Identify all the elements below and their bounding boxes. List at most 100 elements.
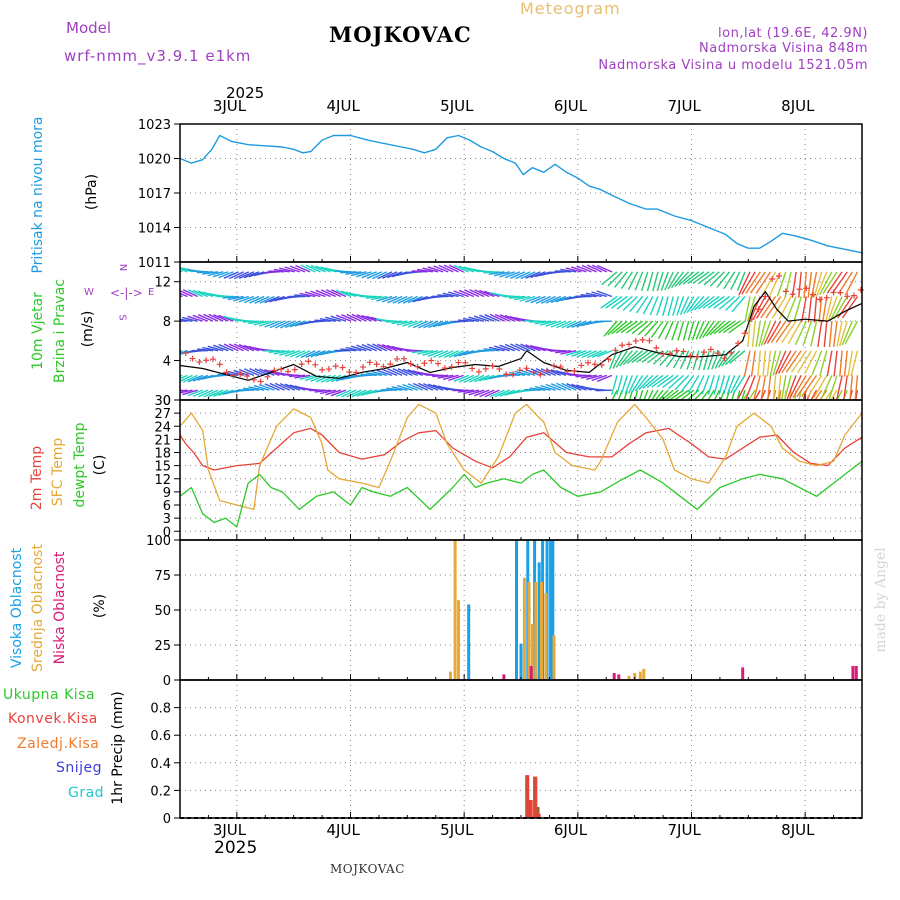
cloud-unit: (%)	[92, 593, 108, 619]
total-precip-bar	[536, 807, 540, 818]
wind-barb	[686, 350, 695, 370]
wind-barb	[831, 271, 848, 294]
wind-barb	[407, 320, 423, 328]
y-tick-label: 6	[163, 499, 171, 514]
wind-barb	[525, 271, 541, 279]
mid-cloud-bar	[522, 577, 526, 680]
credit-watermark: made by Angel	[873, 547, 889, 653]
mid-cloud-bar	[527, 582, 531, 680]
wind-barb	[661, 389, 674, 400]
wind-barb	[484, 389, 500, 398]
wind-barb	[411, 270, 428, 273]
wind-barb	[249, 367, 265, 376]
wind-barb	[504, 343, 521, 352]
wind-barb	[520, 343, 536, 352]
wind-barb	[279, 350, 295, 356]
wind-barb	[783, 375, 792, 400]
wind-barb	[626, 350, 644, 365]
wind-barb	[718, 320, 736, 334]
wind-barb	[591, 374, 608, 382]
wind-barb	[387, 368, 403, 376]
wind-barb	[668, 374, 685, 390]
wind-barb	[705, 320, 720, 337]
compass-cross: <-|->	[110, 286, 143, 300]
wind-barb	[576, 265, 592, 273]
wind-barb	[778, 296, 792, 320]
wind-barb	[833, 350, 838, 377]
wind-barb	[767, 375, 772, 400]
wind-gust-marker	[851, 292, 858, 299]
wind-barb	[397, 368, 413, 376]
wind-barb	[670, 271, 685, 289]
wind-barb	[814, 389, 823, 400]
wind-gust-marker	[305, 358, 312, 365]
wind-barb	[781, 350, 797, 373]
wind-barb	[365, 372, 382, 377]
wind-barb	[228, 343, 244, 352]
wind-barb	[381, 368, 398, 377]
wind-barb	[197, 348, 214, 352]
wind-barb	[807, 296, 813, 323]
wind-gust-marker	[612, 347, 619, 354]
wind-barb	[545, 383, 562, 391]
wind-barb	[556, 320, 572, 329]
wind-barb	[807, 271, 813, 298]
wind-barb	[545, 368, 562, 377]
wind-barb	[801, 374, 818, 398]
wind-barb	[479, 389, 495, 398]
y-tick-label: 0	[163, 394, 171, 409]
compass-south: S	[116, 314, 128, 321]
wind-barb	[350, 345, 367, 352]
wind-barb	[827, 296, 838, 322]
wind-barb	[683, 296, 695, 315]
wind-barb	[207, 345, 224, 352]
wind-barb	[800, 296, 807, 323]
wind-barb	[777, 350, 792, 374]
wind-barb	[180, 318, 193, 322]
wind-barb	[793, 296, 802, 322]
wind-barb	[197, 290, 214, 298]
wind-gust-marker	[598, 361, 605, 368]
conv-precip-bar	[534, 776, 538, 818]
precip-unit: 1hr Precip (mm)	[110, 691, 126, 805]
wind-barb	[299, 374, 316, 380]
wind-barb	[682, 271, 700, 285]
wind-gust-marker	[639, 336, 646, 343]
wind-barb	[483, 271, 500, 274]
wind-barb	[366, 343, 383, 352]
wind-gust-marker	[244, 373, 251, 380]
wind-barb	[243, 344, 260, 352]
wind-barb	[580, 294, 597, 298]
wind-barb	[458, 265, 475, 273]
wind-gust-marker	[810, 291, 817, 298]
wind-barb	[652, 350, 669, 365]
wind-gust-marker	[728, 349, 735, 356]
wind-barb	[345, 346, 362, 352]
low-cloud-bar	[617, 674, 621, 680]
wind-barb	[458, 374, 475, 383]
wind-barb	[728, 320, 746, 334]
marks-layer	[179, 134, 864, 818]
wind-barb	[428, 383, 444, 391]
wind-gust-marker	[680, 348, 687, 355]
wind-gust-marker	[557, 363, 564, 370]
wind-barb	[752, 375, 761, 400]
high-cloud-bar	[515, 540, 518, 680]
ticks-layer: 1011101410171020102304812036912151821242…	[138, 118, 863, 827]
bottom-day-label: 5JUL	[440, 821, 474, 839]
wind-barb	[826, 350, 833, 377]
wind-barb	[550, 383, 567, 391]
wind-barb	[730, 375, 741, 394]
wind-barb	[816, 271, 828, 297]
wind-barb	[707, 389, 715, 400]
wind-barb	[810, 389, 818, 400]
wind-barb	[615, 320, 633, 334]
wind-barb	[600, 295, 618, 309]
wind-barb	[692, 271, 710, 284]
wind-gust-marker	[537, 371, 544, 378]
low-cloud-bar	[851, 666, 855, 680]
wind-barb	[813, 375, 828, 399]
wind-gust-marker	[182, 349, 189, 356]
wind-barb	[371, 370, 388, 377]
wind-barb	[289, 374, 306, 378]
